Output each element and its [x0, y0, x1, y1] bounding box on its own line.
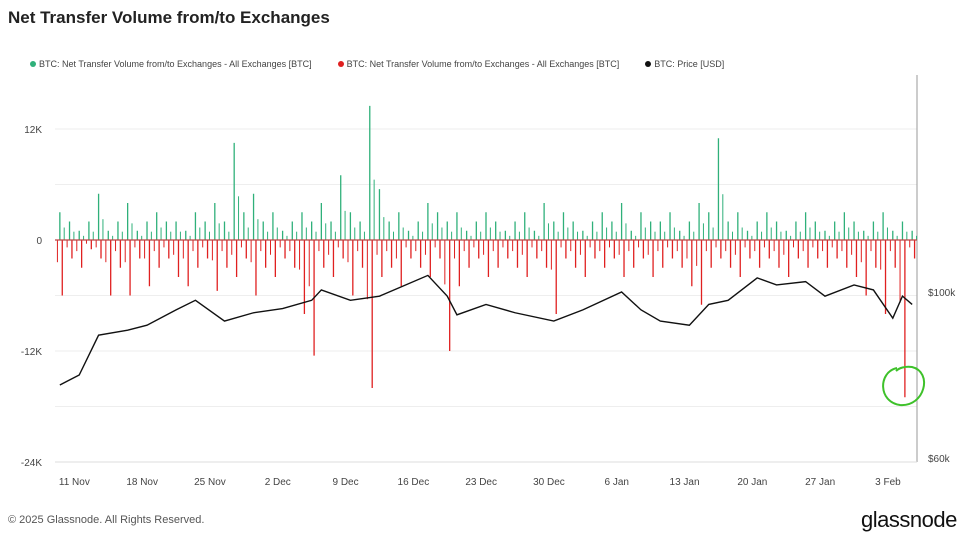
y-right-tick-label: $60k [928, 454, 951, 465]
annotation-circle [882, 365, 926, 407]
x-tick-label: 18 Nov [126, 477, 158, 488]
y-tick-label: 0 [36, 236, 42, 247]
chart-title: Net Transfer Volume from/to Exchanges [8, 8, 330, 27]
legend-item-inflow[interactable]: BTC: Net Transfer Volume from/to Exchang… [30, 59, 312, 69]
legend-dot-icon [30, 61, 36, 67]
legend-label: BTC: Net Transfer Volume from/to Exchang… [346, 59, 620, 69]
legend-label: BTC: Price [USD] [654, 59, 725, 69]
y-right-tick-label: $100k [928, 288, 956, 299]
x-tick-label: 2 Dec [265, 477, 291, 488]
glassnode-logo: glassnode [861, 507, 957, 532]
legend-item-price[interactable]: BTC: Price [USD] [645, 59, 724, 69]
x-tick-label: 11 Nov [59, 477, 90, 488]
y-tick-label: 12K [24, 125, 42, 136]
legend-label: BTC: Net Transfer Volume from/to Exchang… [39, 59, 312, 69]
legend: BTC: Net Transfer Volume from/to Exchang… [30, 59, 724, 69]
legend-item-outflow[interactable]: BTC: Net Transfer Volume from/to Exchang… [337, 59, 620, 69]
x-tick-label: 3 Feb [875, 477, 901, 488]
x-tick-label: 30 Dec [533, 477, 565, 488]
x-tick-label: 6 Jan [605, 477, 629, 488]
y-tick-label: -24K [21, 458, 42, 469]
copyright: © 2025 Glassnode. All Rights Reserved. [8, 514, 205, 526]
legend-dot-icon [645, 61, 652, 67]
x-tick-label: 27 Jan [805, 477, 835, 488]
x-tick-label: 20 Jan [737, 477, 767, 488]
y-tick-label: -12K [21, 347, 42, 358]
x-tick-label: 16 Dec [398, 477, 430, 488]
x-tick-label: 9 Dec [332, 477, 358, 488]
x-tick-label: 13 Jan [670, 477, 700, 488]
x-tick-label: 23 Dec [465, 477, 497, 488]
x-tick-label: 25 Nov [194, 477, 226, 488]
price-line [59, 274, 913, 386]
legend-dot-icon [337, 61, 344, 67]
